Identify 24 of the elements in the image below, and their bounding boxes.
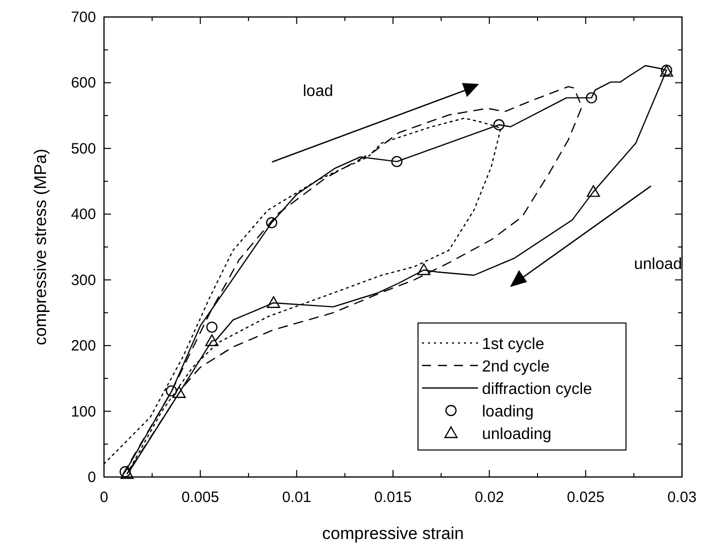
y-axis-title: compressive stress (MPa): [31, 148, 50, 346]
x-tick-label: 0: [100, 489, 108, 506]
legend-label: unloading: [482, 426, 552, 443]
x-tick-label: 0.025: [566, 489, 604, 506]
legend-label: diffraction cycle: [482, 381, 592, 398]
y-tick-label: 400: [70, 206, 96, 224]
x-tick-label: 0.03: [667, 489, 697, 506]
y-tick-label: 300: [70, 272, 96, 289]
y-tick-label: 0: [88, 469, 96, 486]
y-tick-label: 700: [70, 9, 96, 26]
annotation: load: [302, 83, 334, 100]
y-tick-label: 500: [70, 140, 96, 158]
x-tick-label: 0.01: [282, 489, 312, 506]
x-tick-label: 0.005: [182, 489, 220, 506]
x-tick-label: 0.015: [374, 489, 412, 506]
annotation: unload: [634, 256, 682, 273]
legend-label: 1st cycle: [482, 336, 544, 353]
legend-label: 2nd cycle: [482, 358, 550, 376]
y-tick-label: 100: [70, 403, 96, 420]
y-tick-label: 200: [70, 338, 96, 355]
legend-label: loading: [482, 404, 534, 420]
y-tick-label: 600: [70, 74, 96, 92]
x-tick-label: 0.02: [474, 489, 504, 506]
x-axis-title: compressive strain: [322, 524, 464, 543]
